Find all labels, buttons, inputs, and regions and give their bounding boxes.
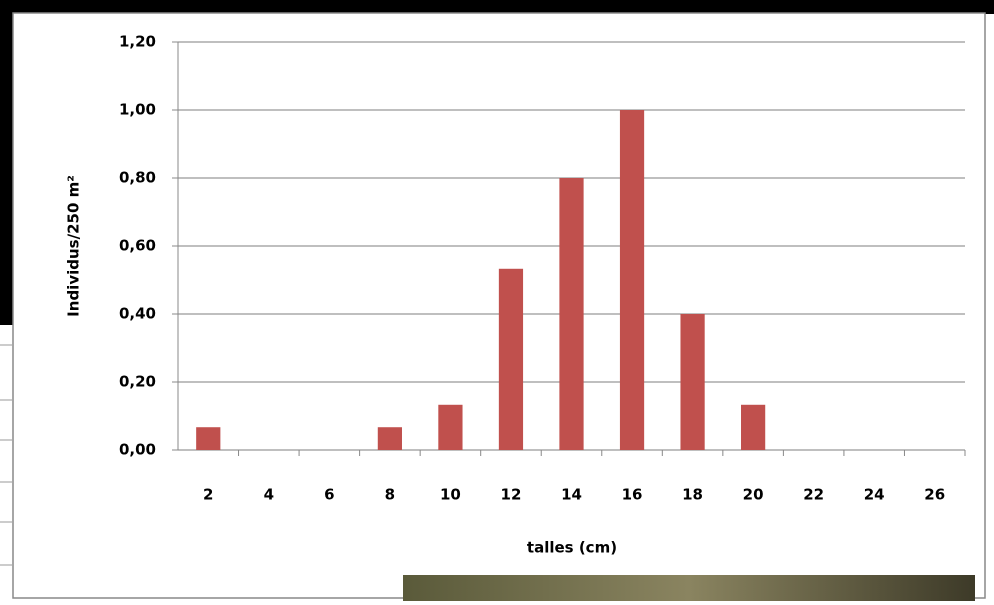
x-tick-label: 24 <box>864 486 885 504</box>
side-rows <box>0 344 12 566</box>
x-tick-label: 4 <box>264 486 274 504</box>
y-tick-label: 0,20 <box>119 373 156 391</box>
y-tick-label: 1,00 <box>119 101 156 119</box>
x-tick-label: 22 <box>803 486 824 504</box>
bar <box>196 427 221 450</box>
bar <box>498 268 524 450</box>
y-axis-title: Individus/250 m² <box>65 175 83 317</box>
bar <box>559 178 584 450</box>
x-tick-label: 14 <box>561 486 582 504</box>
bar <box>741 404 766 450</box>
photo <box>403 575 975 601</box>
left-bar <box>0 0 14 325</box>
bar <box>619 110 645 450</box>
y-tick-label: 0,40 <box>119 305 156 323</box>
bar <box>680 314 705 450</box>
x-tick-label: 20 <box>743 486 764 504</box>
x-tick-label: 2 <box>203 486 213 504</box>
top-bar <box>0 0 994 14</box>
x-tick-label: 6 <box>324 486 334 504</box>
x-tick-label: 12 <box>501 486 522 504</box>
x-tick-label: 10 <box>440 486 461 504</box>
y-tick-label: 0,80 <box>119 169 156 187</box>
x-tick-label: 26 <box>924 486 945 504</box>
y-tick-label: 0,00 <box>119 441 156 459</box>
x-axis-title: talles (cm) <box>527 539 617 557</box>
bar <box>377 427 402 450</box>
y-tick-label: 1,20 <box>119 33 156 51</box>
y-tick-label: 0,60 <box>119 237 156 255</box>
bar <box>438 404 463 450</box>
x-tick-label: 16 <box>622 486 643 504</box>
x-tick-label: 8 <box>385 486 395 504</box>
x-tick-label: 18 <box>682 486 703 504</box>
